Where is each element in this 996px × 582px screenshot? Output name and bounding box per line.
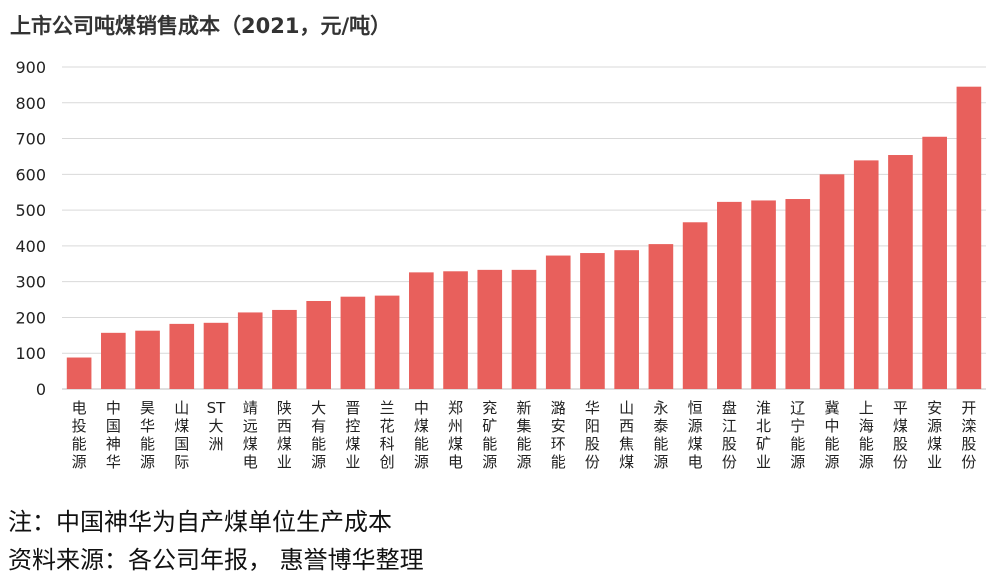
x-tick-label: 兖矿能源 xyxy=(482,399,497,471)
bar xyxy=(477,269,503,389)
x-tick-label: 山西焦煤 xyxy=(619,399,634,471)
x-tick-label: 潞安环能 xyxy=(551,399,566,471)
x-tick-label: 昊华能源 xyxy=(140,399,155,471)
x-tick-label: 中煤能源 xyxy=(414,399,429,471)
chart-title: 上市公司吨煤销售成本（2021，元/吨） xyxy=(10,14,392,38)
x-tick-label: 山煤国际 xyxy=(174,399,189,471)
bar xyxy=(580,253,605,389)
x-tick-label: 新集能源 xyxy=(516,399,531,471)
bar xyxy=(374,295,400,389)
x-tick-label: 郑州煤电 xyxy=(448,399,463,471)
bar xyxy=(409,272,434,389)
y-tick-label: 400 xyxy=(15,237,46,256)
x-tick-label: 电投能源 xyxy=(72,399,87,471)
x-tick-label: 永泰能源 xyxy=(653,399,668,471)
bar xyxy=(203,322,229,389)
x-tick-label: 冀中能源 xyxy=(824,399,839,471)
x-tick-label: 安源煤业 xyxy=(927,399,942,471)
x-tick-label: 开滦股份 xyxy=(961,399,976,471)
bar xyxy=(853,160,879,389)
y-tick-label: 800 xyxy=(15,94,46,113)
bar xyxy=(306,300,331,389)
bar xyxy=(648,244,674,389)
bar xyxy=(66,357,92,389)
bar xyxy=(101,332,126,389)
x-tick-label: 恒源煤电 xyxy=(688,399,703,471)
x-tick-label: ST 大洲 xyxy=(207,399,227,453)
x-tick-label: 平煤股份 xyxy=(893,399,908,471)
y-tick-label: 200 xyxy=(15,308,46,327)
bar xyxy=(751,200,776,389)
bar xyxy=(237,312,263,389)
x-tick-label: 晋控煤业 xyxy=(345,399,360,471)
y-tick-label: 600 xyxy=(15,165,46,184)
bar xyxy=(169,323,195,389)
x-tick-label: 大有能源 xyxy=(311,399,326,471)
bar xyxy=(272,309,297,389)
y-tick-label: 700 xyxy=(15,130,46,149)
x-tick-label: 华阳股份 xyxy=(585,399,600,471)
y-tick-label: 0 xyxy=(36,380,46,399)
x-tick-label: 淮北矿业 xyxy=(756,399,771,471)
bar xyxy=(888,155,913,389)
bar xyxy=(545,255,571,389)
source-note: 资料来源：各公司年报， 惠誉博华整理 xyxy=(8,546,424,574)
y-tick-label: 300 xyxy=(15,273,46,292)
bar xyxy=(511,269,537,389)
bar xyxy=(819,174,845,389)
bar xyxy=(717,201,742,389)
x-axis: 电投能源 中国神华 昊华能源 山煤国际 ST 大洲 靖远煤电 陕西煤业 大有能源 晋控煤业 兰花科创… xyxy=(72,399,977,471)
bar xyxy=(340,296,366,389)
bar-chart: 0 100 200 300 400 500 600 700 800 900 电投能源 中国神华 昊华能… xyxy=(15,58,986,471)
y-tick-label: 100 xyxy=(15,344,46,363)
x-tick-label: 陕西煤业 xyxy=(277,399,292,471)
x-tick-label: 盘江股份 xyxy=(722,399,737,471)
footnote: 注：中国神华为自产煤单位生产成本 xyxy=(8,508,392,536)
bar xyxy=(135,330,160,389)
x-tick-label: 兰花科创 xyxy=(380,399,395,471)
x-tick-label: 中国神华 xyxy=(106,399,121,471)
bar xyxy=(956,86,982,389)
bar xyxy=(922,136,947,389)
bar xyxy=(443,271,468,389)
bar xyxy=(785,199,811,389)
x-tick-label: 辽宁能源 xyxy=(790,399,805,471)
bars xyxy=(66,86,982,389)
x-tick-label: 上海能源 xyxy=(859,399,874,471)
y-axis: 0 100 200 300 400 500 600 700 800 900 xyxy=(15,58,46,399)
y-tick-label: 900 xyxy=(15,58,46,77)
x-tick-label: 靖远煤电 xyxy=(243,399,258,471)
y-tick-label: 500 xyxy=(15,201,46,220)
bar xyxy=(614,250,639,389)
bar xyxy=(682,222,708,389)
